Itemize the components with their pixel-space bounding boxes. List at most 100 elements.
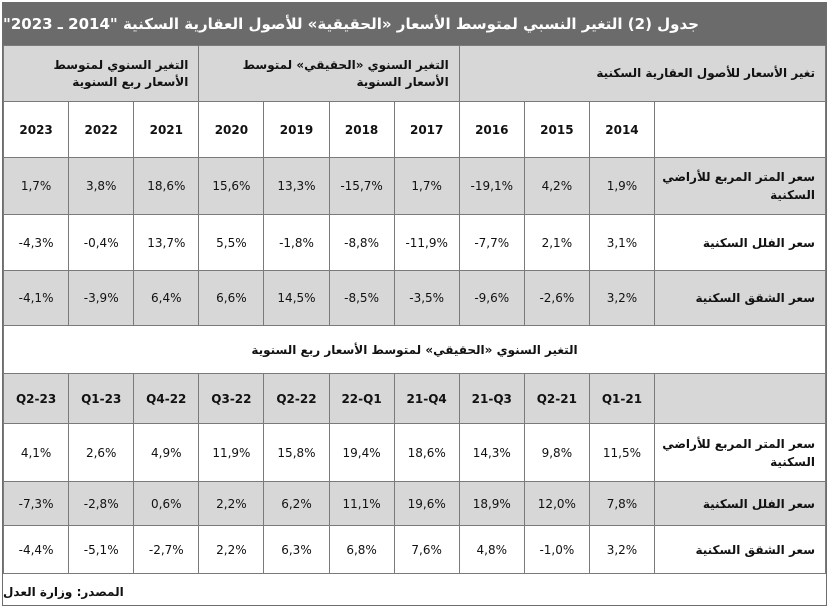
table-cell: -11,9% bbox=[393, 214, 460, 271]
table-cell: 18,6% bbox=[393, 423, 460, 482]
table-cell: 14,3% bbox=[458, 423, 525, 482]
table-cell: -4,3% bbox=[2, 214, 70, 271]
table-cell: 14,5% bbox=[263, 270, 330, 326]
table-cell: -15,7% bbox=[328, 157, 395, 215]
table-cell: 3,1% bbox=[588, 214, 656, 271]
table-cell: -3,9% bbox=[68, 270, 135, 326]
source-text: المصدر: وزارة العدل bbox=[3, 585, 124, 599]
table-cell: 11,5% bbox=[588, 423, 656, 482]
table-cell: -1,0% bbox=[523, 525, 590, 574]
table-cell: 2,2% bbox=[198, 481, 265, 526]
table-cell: -1,8% bbox=[263, 214, 330, 271]
year-header: 2020 bbox=[198, 101, 265, 158]
years-header-row: 2014 2015 2016 2017 2018 2019 2020 2021 … bbox=[2, 101, 826, 158]
table-cell: 6,4% bbox=[133, 270, 200, 326]
quarter-header: 21-Q3 bbox=[458, 373, 525, 424]
quarter-header: Q1-23 bbox=[68, 373, 135, 424]
table-cell: -2,7% bbox=[133, 525, 200, 574]
table-cell: -7,3% bbox=[2, 481, 70, 526]
table-cell: 19,4% bbox=[328, 423, 395, 482]
table-cell: 4,1% bbox=[2, 423, 70, 482]
table-cell: -0,4% bbox=[68, 214, 135, 271]
quarter-header: 22-Q1 bbox=[328, 373, 395, 424]
table-cell: 6,6% bbox=[198, 270, 265, 326]
corner-cell bbox=[654, 101, 826, 158]
group-header-asset-prices: تغير الأسعار للأصول العقارية السكنية bbox=[458, 45, 827, 102]
table-row: سعر الفلل السكنية 7,8% 12,0% 18,9% 19,6%… bbox=[2, 481, 826, 526]
table-cell: 13,3% bbox=[263, 157, 330, 215]
group-header-annual-real: التغير السنوي «الحقيقي» لمتوسط الأسعار ا… bbox=[198, 45, 460, 102]
table-cell: 7,6% bbox=[393, 525, 460, 574]
source-note: المصدر: وزارة العدل bbox=[3, 574, 826, 610]
table-cell: 15,6% bbox=[198, 157, 265, 215]
table-title-bar: جدول (2) التغير النسبي لمتوسط الأسعار «ا… bbox=[3, 3, 826, 45]
table-cell: 9,8% bbox=[523, 423, 590, 482]
row-label: سعر الشقق السكنية bbox=[654, 270, 826, 326]
table-row: سعر المتر المربع للأراضي السكنية 1,9% 4,… bbox=[2, 157, 826, 215]
table-cell: 2,1% bbox=[523, 214, 590, 271]
table-cell: -2,8% bbox=[68, 481, 135, 526]
table-cell: 4,2% bbox=[523, 157, 590, 215]
quarter-header: 21-Q4 bbox=[393, 373, 460, 424]
year-header: 2016 bbox=[458, 101, 525, 158]
table-cell: 2,2% bbox=[198, 525, 265, 574]
table-cell: 15,8% bbox=[263, 423, 330, 482]
year-header: 2021 bbox=[133, 101, 200, 158]
table-cell: 11,1% bbox=[328, 481, 395, 526]
group-header-quarterly: التغير السنوي لمتوسط الأسعار ربع السنوية bbox=[2, 45, 200, 102]
year-header: 2023 bbox=[2, 101, 70, 158]
table-cell: 18,9% bbox=[458, 481, 525, 526]
table-cell: -9,6% bbox=[458, 270, 525, 326]
year-header: 2022 bbox=[68, 101, 135, 158]
table-cell: -4,4% bbox=[2, 525, 70, 574]
row-label: سعر الشقق السكنية bbox=[654, 525, 826, 574]
table-cell: -2,6% bbox=[523, 270, 590, 326]
year-header: 2017 bbox=[393, 101, 460, 158]
quarter-header: Q2-22 bbox=[263, 373, 330, 424]
table-row: سعر الشقق السكنية 3,2% -1,0% 4,8% 7,6% 6… bbox=[2, 525, 826, 574]
quarter-header: Q1-21 bbox=[588, 373, 656, 424]
table-cell: 19,6% bbox=[393, 481, 460, 526]
table-cell: 5,5% bbox=[198, 214, 265, 271]
table-cell: -7,7% bbox=[458, 214, 525, 271]
quarterly-section-row: التغير السنوي «الحقيقي» لمتوسط الأسعار ر… bbox=[3, 325, 826, 374]
corner-cell bbox=[654, 373, 826, 424]
table-cell: 7,8% bbox=[588, 481, 656, 526]
table-cell: -8,5% bbox=[328, 270, 395, 326]
year-header: 2014 bbox=[588, 101, 656, 158]
table-cell: 6,8% bbox=[328, 525, 395, 574]
table-cell: 1,7% bbox=[393, 157, 460, 215]
table-cell: -19,1% bbox=[458, 157, 525, 215]
row-label: سعر المتر المربع للأراضي السكنية bbox=[654, 157, 826, 215]
quarter-header: Q2-23 bbox=[2, 373, 70, 424]
table-cell: 6,2% bbox=[263, 481, 330, 526]
quarter-header: Q4-22 bbox=[133, 373, 200, 424]
table-cell: -5,1% bbox=[68, 525, 135, 574]
row-label: سعر الفلل السكنية bbox=[654, 214, 826, 271]
table-cell: -4,1% bbox=[2, 270, 70, 326]
table-cell: 3,2% bbox=[588, 525, 656, 574]
table-cell: 2,6% bbox=[68, 423, 135, 482]
quarter-header: Q3-22 bbox=[198, 373, 265, 424]
quarterly-section-title: التغير السنوي «الحقيقي» لمتوسط الأسعار ر… bbox=[3, 325, 826, 374]
table-cell: 3,8% bbox=[68, 157, 135, 215]
table-row: سعر الشقق السكنية 3,2% -2,6% -9,6% -3,5%… bbox=[2, 270, 826, 326]
table-cell: 13,7% bbox=[133, 214, 200, 271]
table-cell: 4,9% bbox=[133, 423, 200, 482]
table-cell: 1,9% bbox=[588, 157, 656, 215]
table-cell: 12,0% bbox=[523, 481, 590, 526]
table-cell: -3,5% bbox=[393, 270, 460, 326]
table-cell: 6,3% bbox=[263, 525, 330, 574]
table-cell: 0,6% bbox=[133, 481, 200, 526]
year-header: 2015 bbox=[523, 101, 590, 158]
table-cell: 11,9% bbox=[198, 423, 265, 482]
table-row: سعر المتر المربع للأراضي السكنية 11,5% 9… bbox=[2, 423, 826, 482]
quarter-header: Q2-21 bbox=[523, 373, 590, 424]
row-label: سعر المتر المربع للأراضي السكنية bbox=[654, 423, 826, 482]
table-row: سعر الفلل السكنية 3,1% 2,1% -7,7% -11,9%… bbox=[2, 214, 826, 271]
year-header: 2018 bbox=[328, 101, 395, 158]
table-cell: -8,8% bbox=[328, 214, 395, 271]
year-header: 2019 bbox=[263, 101, 330, 158]
table-cell: 18,6% bbox=[133, 157, 200, 215]
price-change-table: تغير الأسعار للأصول العقارية السكنية الت… bbox=[2, 45, 827, 574]
